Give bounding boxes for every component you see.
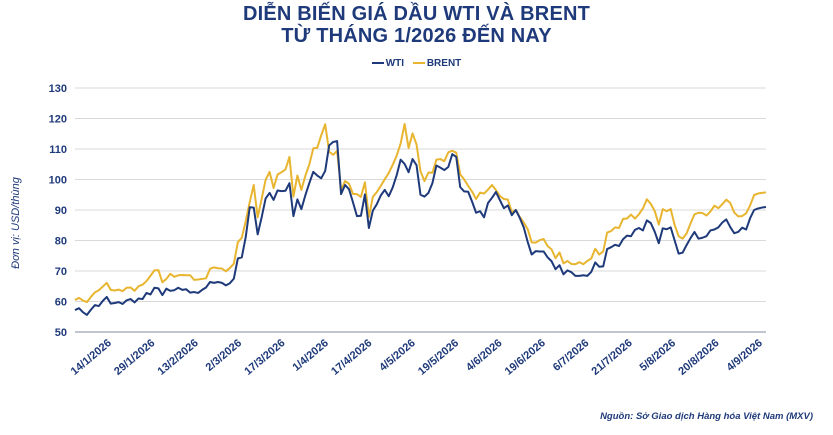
legend-swatch-brent [412,62,425,65]
grid-lines [75,87,766,333]
x-tick-label: 1/4/2026 [290,337,331,374]
x-tick-label: 6/7/2026 [551,337,592,374]
series-line-wti [74,140,767,316]
legend-swatch-wti [371,62,384,65]
chart-title-line2: TỪ THÁNG 1/2026 ĐẾN NAY [281,25,552,47]
y-tick-label: 110 [49,144,67,156]
x-tick-label: 19/6/2026 [503,337,548,378]
x-tick-label: 4/6/2026 [464,337,505,374]
x-tick-label: 19/5/2026 [416,337,461,378]
x-tick-label: 4/5/2026 [377,337,418,374]
y-tick-label: 120 [49,114,67,126]
legend-label-wti: WTI [385,58,405,69]
x-tick-label: 17/3/2026 [242,337,287,378]
x-tick-label: 29/1/2026 [112,337,157,378]
series-lines [74,122,767,316]
y-tick-label: 90 [55,205,67,217]
y-tick-label: 130 [49,83,67,95]
source-note: Nguồn: Sở Giao dịch Hàng hóa Việt Nam (M… [600,411,813,422]
x-tick-label: 5/8/2026 [638,337,679,374]
legend: WTI BRENT [0,58,833,69]
y-tick-label: 50 [55,327,67,339]
legend-label-brent: BRENT [426,58,462,69]
y-tick-label: 100 [49,175,67,187]
legend-item-brent: BRENT [412,58,462,69]
x-tick-label: 2/3/2026 [204,337,245,374]
x-tick-label: 4/9/2026 [724,337,765,374]
y-tick-label: 60 [55,297,67,309]
chart-title-line1: DIỄN BIẾN GIÁ DẦU WTI VÀ BRENT [242,3,591,25]
x-tick-label: 13/2/2026 [156,337,201,378]
y-tick-label: 70 [55,266,67,278]
x-tick-label: 21/7/2026 [590,337,635,378]
y-tick-label: 80 [55,236,67,248]
legend-item-wti: WTI [371,58,405,69]
y-axis-ticks: 50 60 70 80 90 100 110 120 130 [49,83,67,339]
series-line-brent [74,122,767,304]
x-tick-label: 14/1/2026 [69,337,114,378]
x-tick-label: 20/8/2026 [676,337,721,378]
x-tick-label: 17/4/2026 [329,337,374,378]
